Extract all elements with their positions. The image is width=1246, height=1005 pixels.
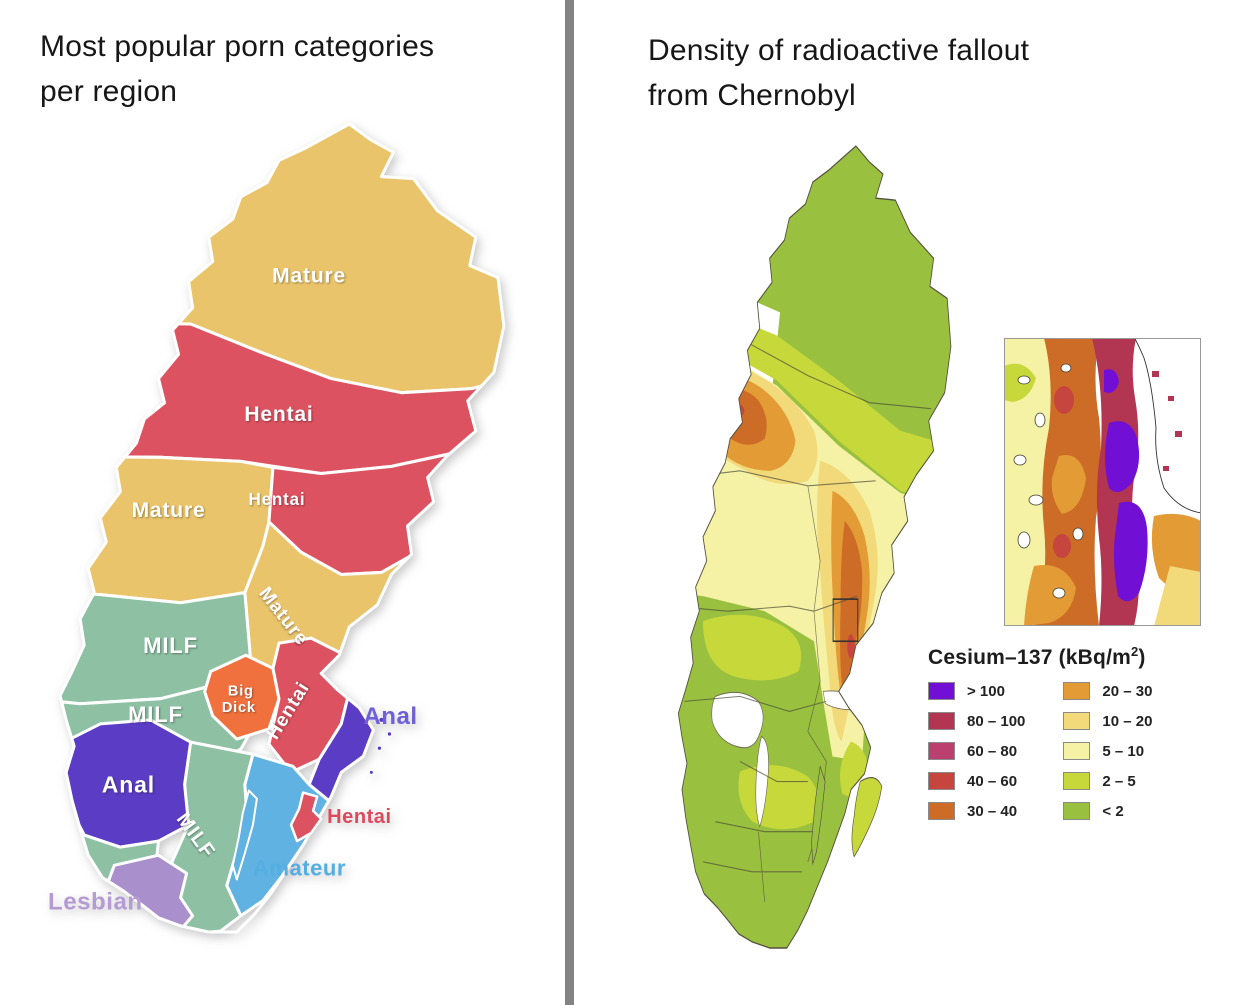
lake-vanern bbox=[711, 691, 764, 749]
panel-divider bbox=[565, 0, 574, 1005]
label-dick: Dick bbox=[222, 700, 256, 716]
legend-label-40-60: 40 – 60 bbox=[967, 772, 1018, 790]
island-gotland-right bbox=[851, 777, 883, 858]
sweden-outline-right bbox=[677, 145, 952, 949]
legend-row: < 2 bbox=[1063, 802, 1152, 820]
fallout-legend: Cesium–137 (kBq/m2) > 100 80 – 100 60 – … bbox=[928, 644, 1228, 820]
legend-row: 2 – 5 bbox=[1063, 772, 1152, 790]
inset-border bbox=[1004, 338, 1201, 626]
legend-title: Cesium–137 (kBq/m2) bbox=[928, 644, 1228, 670]
legend-swatch-5-10 bbox=[1063, 742, 1091, 760]
legend-swatch-20-30 bbox=[1063, 682, 1091, 700]
legend-swatch-40-60 bbox=[928, 772, 955, 790]
legend-swatch-lt2 bbox=[1063, 802, 1091, 820]
legend-label-5-10: 5 – 10 bbox=[1102, 742, 1145, 760]
inset-gt100-blob3 bbox=[1104, 369, 1119, 393]
fallout-40-60-gavle bbox=[847, 634, 855, 659]
inset-10-20-corner bbox=[1154, 566, 1201, 626]
inset-islets bbox=[1152, 371, 1182, 471]
legend-title-sup: 2 bbox=[1130, 644, 1139, 659]
region-jamtland bbox=[60, 454, 275, 605]
fallout-2-5-south1 bbox=[703, 614, 802, 681]
legend-row: 30 – 40 bbox=[928, 802, 1025, 820]
right-title-line1: Density of radioactive fallout bbox=[648, 34, 1030, 67]
fallout-map bbox=[677, 145, 952, 949]
inset-40-60-blob1 bbox=[1054, 386, 1074, 414]
legend-title-suffix: ) bbox=[1138, 646, 1146, 669]
right-panel-title: Density of radioactive fallout from Cher… bbox=[648, 28, 1168, 118]
label-mature-west: Mature bbox=[132, 499, 206, 522]
inset-marker-rect bbox=[832, 598, 859, 643]
inset-gt100-blob2 bbox=[1113, 501, 1148, 602]
legend-row: 5 – 10 bbox=[1063, 742, 1152, 760]
legend-label-10-20: 10 – 20 bbox=[1102, 712, 1153, 730]
legend-label-60-80: 60 – 80 bbox=[967, 742, 1018, 760]
legend-title-prefix: Cesium–137 (kBq/m bbox=[928, 646, 1131, 669]
legend-row: 80 – 100 bbox=[928, 712, 1025, 730]
legend-column-left: > 100 80 – 100 60 – 80 40 – 60 30 – 40 bbox=[928, 682, 1025, 820]
porn-categories-map: Mature Hentai Mature Hentai Mature MILF … bbox=[48, 122, 506, 934]
island-oland bbox=[231, 789, 258, 881]
right-title-line2: from Chernobyl bbox=[648, 79, 856, 112]
legend-row: 20 – 30 bbox=[1063, 682, 1152, 700]
label-mature-north: Mature bbox=[272, 265, 346, 288]
fallout-inset-map bbox=[1004, 338, 1201, 626]
left-panel-title: Most popular porn categories per region bbox=[40, 24, 540, 114]
label-anal-west: Anal bbox=[102, 772, 155, 798]
legend-column-right: 20 – 30 10 – 20 5 – 10 2 – 5 < 2 bbox=[1063, 682, 1152, 820]
legend-row: > 100 bbox=[928, 682, 1025, 700]
fallout-30-40-coast bbox=[840, 520, 863, 698]
left-title-line1: Most popular porn categories bbox=[40, 30, 435, 63]
legend-label-lt2: < 2 bbox=[1102, 802, 1124, 820]
inset-sea-right bbox=[1134, 338, 1201, 514]
legend-swatch-60-80 bbox=[928, 742, 955, 760]
stockholm-archipelago bbox=[368, 716, 393, 775]
legend-row: 10 – 20 bbox=[1063, 712, 1152, 730]
sweden-outline-left bbox=[58, 122, 506, 934]
island-gotland bbox=[289, 791, 323, 843]
inset-lake-holes bbox=[1013, 363, 1084, 599]
legend-swatch-30-40 bbox=[928, 802, 955, 820]
inset-20-30-patch2 bbox=[1024, 564, 1076, 626]
legend-label-20-30: 20 – 30 bbox=[1102, 682, 1153, 700]
legend-label-80-100: 80 – 100 bbox=[967, 712, 1026, 730]
legend-swatch-80-100 bbox=[928, 712, 955, 730]
left-title-line2: per region bbox=[40, 75, 178, 108]
legend-label-30-40: 30 – 40 bbox=[967, 802, 1018, 820]
callout-anal: Anal bbox=[363, 703, 417, 730]
label-milf-varmland: MILF bbox=[128, 702, 183, 727]
label-big: Big bbox=[228, 684, 254, 700]
legend-swatch-2-5 bbox=[1063, 772, 1091, 790]
callout-amateur: Amateur bbox=[253, 855, 346, 880]
label-milf-dalarna: MILF bbox=[143, 633, 198, 658]
inset-40-60-blob2 bbox=[1053, 534, 1071, 558]
legend-swatch-10-20 bbox=[1063, 712, 1091, 730]
callout-hentai: Hentai bbox=[327, 806, 391, 828]
inset-20-30-patch1 bbox=[1051, 454, 1086, 514]
legend-label-2-5: 2 – 5 bbox=[1102, 772, 1136, 790]
callout-lesbian: Lesbian bbox=[48, 889, 143, 916]
lake-vattern bbox=[755, 735, 769, 828]
label-hentai-north: Hentai bbox=[244, 403, 313, 426]
fallout-40-60-west bbox=[733, 404, 745, 417]
inset-gt100-blob1 bbox=[1105, 421, 1140, 492]
legend-label-gt100: > 100 bbox=[967, 682, 1005, 700]
legend-row: 60 – 80 bbox=[928, 742, 1025, 760]
label-hentai-east: Hentai bbox=[249, 490, 306, 509]
island-oland-right bbox=[811, 765, 826, 866]
legend-row: 40 – 60 bbox=[928, 772, 1025, 790]
legend-swatch-gt100 bbox=[928, 682, 955, 700]
region-vastmanland bbox=[203, 653, 281, 741]
